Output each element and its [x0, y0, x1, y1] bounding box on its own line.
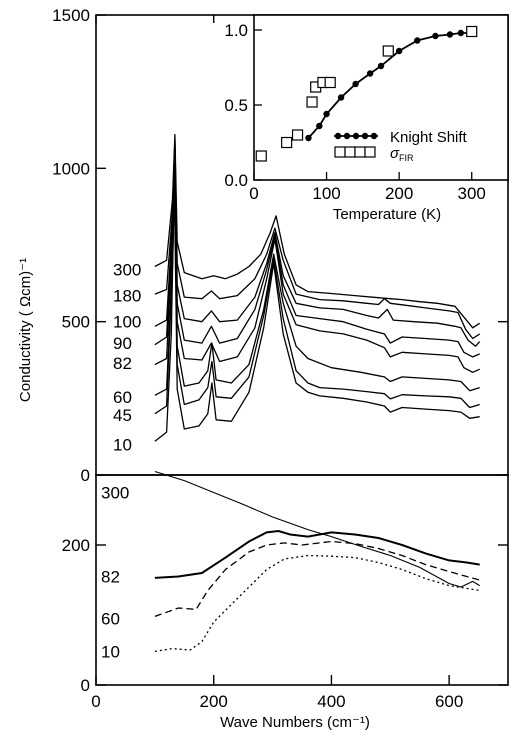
upper-series-82: [154, 149, 480, 373]
upper-series-label-82: 82: [113, 354, 132, 373]
knight-shift-point: [337, 94, 345, 101]
y-axis-label: Conductivity ( Ωcm)⁻¹: [17, 258, 34, 402]
inset-x-tick-label: 200: [385, 184, 413, 203]
sigma-fir-point: [291, 129, 304, 141]
knight-shift-point: [377, 62, 385, 70]
lower-frame: [95, 474, 509, 686]
x-axis-label: Wave Numbers (cm⁻¹): [220, 714, 370, 731]
upper-series-label-60: 60: [113, 388, 132, 407]
legend-sigma-marker: [364, 146, 376, 158]
upper-series-label-100: 100: [113, 313, 141, 332]
upper-series-10: [154, 179, 480, 442]
knight-shift-point: [352, 80, 359, 88]
lower-y-tick-label: 0: [81, 676, 90, 695]
sigma-fir-point: [324, 76, 336, 89]
upper-series-label-300: 300: [113, 261, 141, 280]
legend-sigma-marker: [334, 146, 346, 158]
lower-series-60: [154, 540, 480, 618]
knight-shift-point: [305, 134, 312, 142]
x-tick-label: 0: [91, 692, 100, 711]
upper-series-label-90: 90: [113, 334, 132, 353]
upper-series-60: [154, 155, 480, 396]
upper-series-label-45: 45: [113, 406, 132, 425]
lower-series-82: [154, 529, 480, 579]
inset-x-axis-label: Temperature (K): [333, 206, 441, 223]
inset-y-tick-label: 0.0: [224, 171, 248, 190]
inset-y-tick-label: 1.0: [224, 21, 248, 40]
lower-y-tick-label: 200: [62, 536, 90, 555]
legend-knight-label: Knight Shift: [390, 129, 468, 146]
upper-series-45: [154, 161, 480, 415]
knight-shift-point: [366, 70, 374, 77]
lower-series-label-82: 82: [101, 568, 120, 587]
lower-series-label-300: 300: [101, 484, 129, 503]
upper-series-180: [154, 138, 481, 340]
upper-series-label-180: 180: [113, 287, 141, 306]
inset-x-tick-label: 300: [458, 184, 486, 203]
legend-sigma-label: σFIR: [390, 145, 414, 163]
upper-y-tick-label: 1000: [52, 159, 90, 178]
inset-y-tick-label: 0.5: [224, 96, 248, 115]
inset-x-tick-label: 0: [249, 184, 258, 203]
knight-shift-point: [446, 31, 454, 38]
knight-shift-point: [395, 47, 403, 55]
inset-panel: 0.0 0.5 1.0 0 100 200 300 Temperature (K) Knight…: [224, 14, 509, 223]
lower-series-10: [154, 554, 480, 653]
lower-series-label-60: 60: [101, 610, 120, 629]
x-tick-label: 400: [317, 692, 345, 711]
upper-series-90: [154, 144, 480, 358]
knight-shift-point: [414, 37, 421, 44]
sigma-fir-point: [306, 96, 318, 108]
upper-series-100: [154, 141, 481, 347]
x-tick-label: 200: [200, 692, 228, 711]
upper-series-300: [154, 133, 481, 329]
upper-y-tick-label-zero: 0: [81, 466, 90, 485]
knight-shift-point: [432, 32, 439, 40]
legend-sigma-marker: [344, 146, 356, 158]
upper-series-label-10: 10: [113, 435, 132, 454]
sigma-fir-point: [382, 45, 394, 57]
inset-x-tick-label: 100: [312, 184, 340, 203]
sigma-fir-point: [466, 25, 478, 38]
upper-y-tick-label: 500: [62, 313, 90, 332]
knight-shift-point: [457, 29, 465, 37]
inset-frame: [253, 14, 509, 181]
knight-shift-point: [323, 110, 330, 118]
knight-shift-point: [316, 122, 323, 130]
sigma-fir-point: [255, 150, 267, 162]
sigma-fir-point: [281, 136, 293, 149]
x-tick-label: 600: [435, 692, 463, 711]
lower-series-300: [154, 470, 480, 588]
legend-sigma-marker: [354, 146, 366, 158]
upper-y-tick-label: 1500: [52, 6, 90, 25]
lower-series-label-10: 10: [101, 642, 120, 661]
